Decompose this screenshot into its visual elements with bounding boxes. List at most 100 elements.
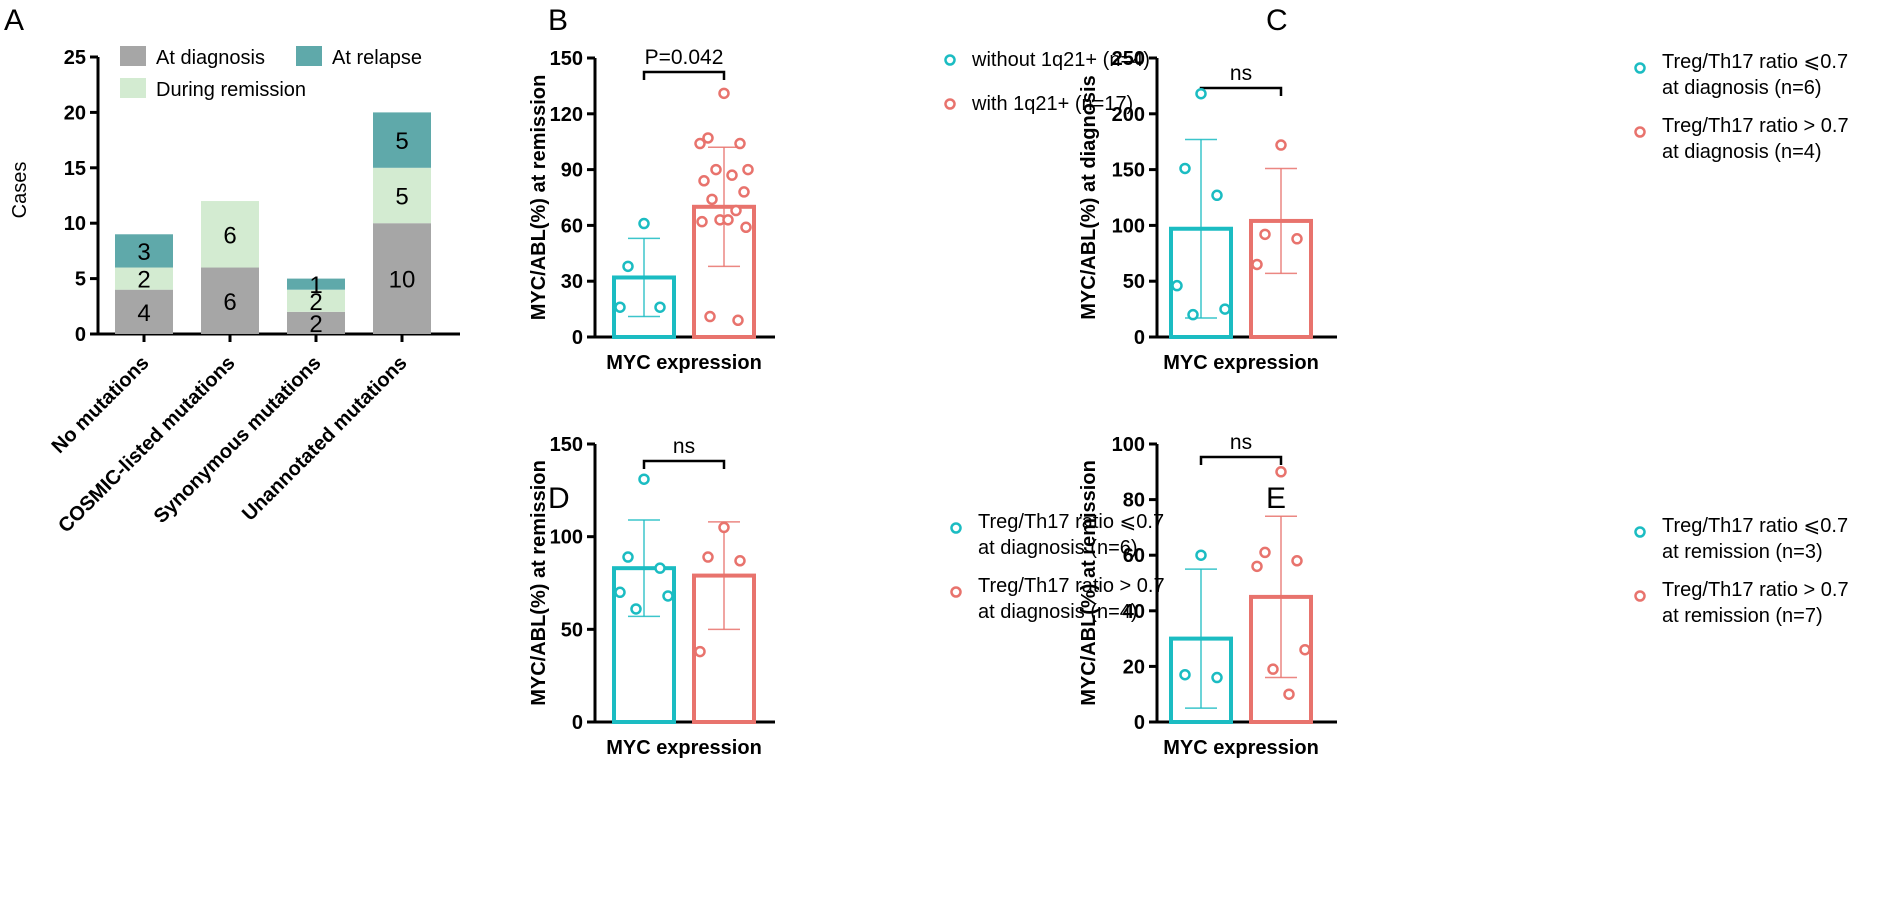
legend-marker-c [1634,62,1646,74]
x-category-label: Synonymous mutations [150,352,326,528]
data-point [1291,555,1303,567]
legend-swatch-a [296,46,322,66]
data-point [622,260,634,273]
legend-marker-d [950,586,962,598]
legend-label-c: at diagnosis (n=4) [1662,141,1822,163]
data-point [732,314,744,327]
data-point [1211,189,1223,202]
data-point [654,301,666,313]
stacked-bar-segment [201,201,259,268]
y-tick-label-c: 200 [1112,104,1145,126]
data-point [706,193,718,206]
segment-value-label: 2 [137,267,150,294]
y-tick-label-e: 60 [1123,545,1145,567]
stacked-bar-segment [373,167,431,224]
segment-value-label: 4 [137,300,150,327]
data-point [1211,671,1223,684]
stacked-bar-segment [115,289,173,334]
legend-label-e: Treg/Th17 ratio ⩽0.7 [1662,515,1848,537]
y-tick-label-a: 10 [64,213,86,235]
legend-label-d: Treg/Th17 ratio ⩽0.7 [978,511,1164,533]
data-point [710,163,722,176]
y-tick-label-a: 20 [64,102,86,124]
y-tick-label-e: 100 [1112,434,1145,456]
legend-swatch-a [120,78,146,98]
legend-label-b: without 1q21+ (n=4) [971,49,1150,71]
x-axis-title-c: MYC expression [1163,352,1319,374]
x-category-label: COSMIC-listed mutations [54,352,239,537]
data-point [734,555,746,567]
y-tick-label-a: 5 [75,269,86,291]
stacked-bar-segment [201,267,259,334]
significance-label-b: P=0.042 [645,46,724,69]
data-point [718,521,730,534]
data-point [614,301,626,313]
data-point [638,473,650,485]
panel-label-a: A [4,4,24,37]
data-point [740,221,752,234]
data-point [726,169,738,181]
panel-label-d: D [548,482,570,515]
y-tick-label-c: 100 [1112,215,1145,237]
stacked-bar-segment [287,289,345,312]
stacked-bar-segment [115,267,173,290]
y-tick-label-c: 50 [1123,271,1145,293]
legend-marker-b [944,54,956,66]
y-tick-label-d: 150 [550,434,583,456]
data-point [614,586,626,599]
data-point [1187,308,1199,321]
segment-value-label: 2 [309,289,322,316]
data-point [1179,162,1191,175]
segment-value-label: 10 [389,267,416,294]
legend-label-b: with 1q21+ (n=17) [971,93,1133,115]
legend-swatch-a [120,46,146,66]
y-axis-title-b: MYC/ABL(%) at remission [528,75,550,321]
data-point [1251,258,1263,271]
data-point [1259,228,1271,241]
segment-value-label: 6 [223,222,236,249]
y-tick-label-c: 0 [1134,327,1145,349]
panel-label-b: B [548,4,568,37]
y-axis-title-a: Cases [9,162,31,219]
y-tick-label-b: 90 [561,160,583,182]
significance-label-e: ns [1230,431,1252,454]
data-point [654,562,666,574]
data-point [702,551,714,563]
legend-label-c: Treg/Th17 ratio ⩽0.7 [1662,51,1848,73]
segment-value-label: 5 [395,128,408,155]
data-point [1291,233,1303,245]
data-point [734,137,746,150]
y-tick-label-c: 250 [1112,48,1145,70]
data-point [704,310,716,323]
stacked-bar-segment [115,234,173,268]
segment-value-label: 1 [309,272,322,299]
data-point [742,163,754,176]
y-tick-label-b: 30 [561,271,583,293]
y-tick-label-e: 20 [1123,656,1145,678]
legend-label-d: at diagnosis (n=4) [978,601,1138,623]
y-axis-title-d: MYC/ABL(%) at remission [528,460,550,706]
data-point [722,214,734,226]
legend-label-d: Treg/Th17 ratio > 0.7 [978,575,1165,597]
legend-label-e: Treg/Th17 ratio > 0.7 [1662,579,1849,601]
y-tick-label-b: 150 [550,48,583,70]
legend-marker-e [1634,590,1646,602]
data-point [1283,688,1295,700]
panel-label-c: C [1266,4,1288,37]
y-tick-label-b: 120 [550,104,583,126]
data-point [622,551,634,563]
segment-value-label: 2 [309,311,322,338]
legend-marker-e [1634,526,1646,538]
data-point [1275,466,1287,478]
legend-marker-b [944,98,956,110]
stacked-bar-segment [373,112,431,168]
segment-value-label: 6 [223,289,236,316]
significance-bracket-b [642,70,726,80]
data-point [702,132,714,144]
legend-label-a: During remission [156,79,306,101]
data-point [1171,279,1183,292]
data-point [1299,643,1311,656]
data-point [630,603,642,615]
y-axis-title-c: MYC/ABL(%) at diagnosis [1078,75,1100,319]
